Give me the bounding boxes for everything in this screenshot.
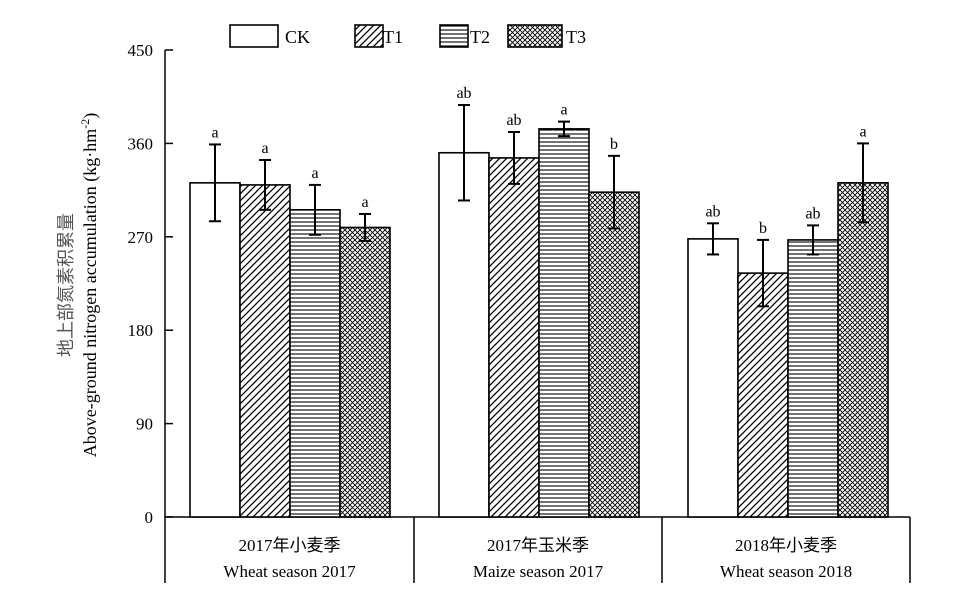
y-ticks: 0 90 180 270 360 450 [128,41,173,527]
error-bar [807,224,819,256]
error-bar [707,222,719,256]
bars [189,128,889,518]
significance-label: a [859,123,866,140]
significance-label: b [759,220,767,237]
y-axis-title-en-main: Above-ground nitrogen accumulation (kg·h… [80,129,101,457]
y-axis-title-en-close: ) [80,113,101,119]
significance-label: a [261,140,268,157]
bar-t3 [339,226,391,518]
category-label-en: Maize season 2017 [473,562,604,581]
legend: CK T1 T2 T3 [229,24,586,48]
y-axis-title-cn: 地上部氮素积累量 [56,213,76,357]
bar-ck [438,151,490,518]
bar-t1 [737,272,789,518]
legend-swatch-ck [229,24,279,48]
y-tick-label: 0 [145,508,154,527]
category-label-en: Wheat season 2017 [223,562,356,581]
significance-label: ab [805,205,820,222]
significance-label: ab [705,203,720,220]
error-bar [209,143,221,223]
significance-label: a [560,102,567,119]
legend-label-t1: T1 [383,27,403,47]
bar-t3 [588,191,640,518]
significance-label: ab [456,85,471,102]
bar-t2 [787,239,839,518]
bar-t3 [837,182,889,518]
bar-t1 [488,157,540,518]
error-bar [458,104,470,202]
error-bar [558,120,570,138]
category-label-en: Wheat season 2018 [720,562,852,581]
significance-label: b [610,136,618,153]
bar-ck [687,238,739,518]
y-tick-label: 360 [128,134,154,153]
y-axis-title-en: Above-ground nitrogen accumulation (kg·h… [78,113,101,457]
category-labels: 2017年小麦季 Wheat season 2017 2017年玉米季 Maize s… [223,536,852,581]
error-bar [757,238,769,308]
significance-label: a [361,194,368,211]
legend-swatch-t3 [507,24,563,48]
error-bar [857,142,869,224]
error-bar [309,183,321,236]
error-bars [209,104,869,308]
error-bar [259,159,271,211]
y-tick-label: 270 [128,228,154,247]
y-tick-label: 450 [128,41,154,60]
error-bar [359,212,371,242]
bar-ck [189,182,241,518]
significance-label: a [311,165,318,182]
significance-label: ab [506,112,521,129]
legend-label-t3: T3 [566,27,586,47]
bar-t2 [289,209,341,518]
category-label-cn: 2017年小麦季 [239,536,341,555]
legend-swatch-t1 [354,24,384,48]
error-bar [508,130,520,185]
error-bar [608,154,620,230]
category-label-cn: 2017年玉米季 [487,536,589,555]
bar-t1 [239,184,291,518]
legend-label-ck: CK [285,27,310,47]
legend-swatch-t2 [439,24,469,48]
y-axis-title: 地上部氮素积累量 Above-ground nitrogen accumulat… [56,113,101,457]
y-axis-title-en-sup: -2 [78,119,92,129]
y-tick-label: 180 [128,321,154,340]
bar-t2 [538,128,590,518]
category-label-cn: 2018年小麦季 [735,536,837,555]
legend-label-t2: T2 [470,27,490,47]
y-tick-label: 90 [136,415,153,434]
significance-label: a [211,124,218,141]
